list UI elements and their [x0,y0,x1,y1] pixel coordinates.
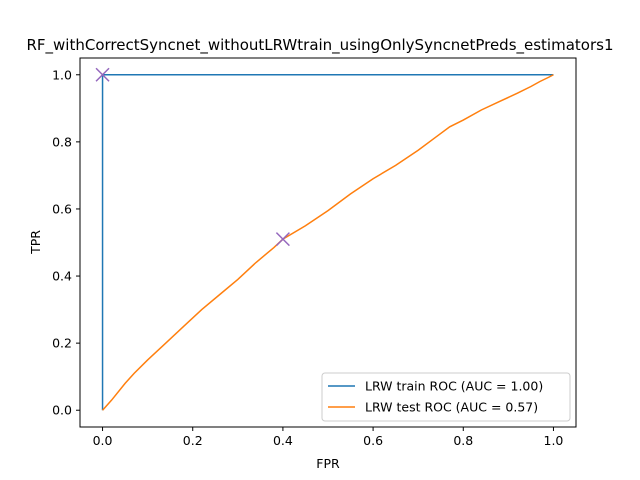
x-tick-label: 0.6 [363,433,383,448]
roc-line-test [101,74,554,411]
legend-label-test: LRW test ROC (AUC = 0.57) [365,400,538,415]
threshold-marker-0 [95,67,110,82]
x-tick-label: 0.0 [93,433,113,448]
x-axis-ticks: 0.0 0.2 0.4 0.6 0.8 1.0 [93,427,564,448]
plot-area [101,74,554,411]
marker-layer [95,67,290,247]
plot-frame [79,57,577,428]
chart-title: RF_withCorrectSyncnet_withoutLRWtrain_us… [26,36,613,55]
threshold-marker-1 [275,232,290,247]
legend: LRW train ROC (AUC = 1.00) LRW test ROC … [321,372,571,422]
y-axis-label: TPR [28,230,43,255]
y-tick-label: 1.0 [52,67,72,82]
x-tick-label: 0.2 [183,433,203,448]
legend-label-train: LRW train ROC (AUC = 1.00) [365,379,543,394]
x-axis-label: FPR [316,456,340,471]
x-tick-label: 0.4 [273,433,293,448]
y-tick-label: 0.0 [52,403,72,418]
y-axis-ticks: 0.0 0.2 0.4 0.6 0.8 1.0 [52,67,80,418]
y-tick-label: 0.6 [52,201,72,216]
y-tick-label: 0.2 [52,336,72,351]
y-tick-label: 0.4 [52,269,72,284]
x-tick-label: 0.8 [453,433,473,448]
roc-line-train [101,74,554,411]
legend-box [321,372,571,422]
x-tick-label: 1.0 [544,433,564,448]
y-tick-label: 0.8 [52,134,72,149]
